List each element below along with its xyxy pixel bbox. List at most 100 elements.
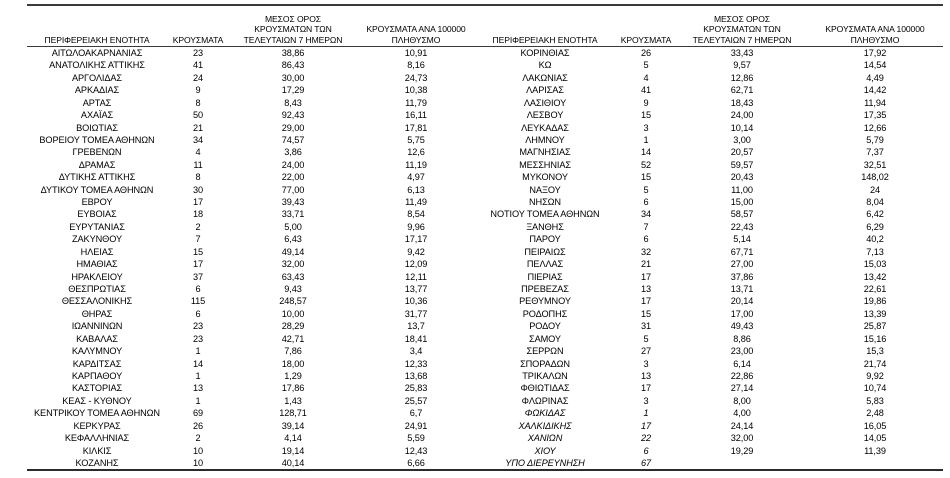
cases-cell: 3 (643, 395, 649, 406)
cases-cell: 6 (195, 284, 201, 295)
avg7-cell: 9,57 (733, 60, 751, 71)
cases-cell: 21 (192, 122, 204, 133)
region-cell: ΒΟΡΕΙΟΥ ΤΟΜΕΑ ΑΘΗΝΩΝ (39, 134, 155, 145)
region-cell: ΚΕΝΤΡΙΚΟΥ ΤΟΜΕΑ ΑΘΗΝΩΝ (34, 408, 160, 419)
cases-cell: 9 (643, 97, 649, 108)
region-cell: ΑΝΑΤΟΛΙΚΗΣ ΑΤΤΙΚΗΣ (49, 60, 145, 71)
region-cell: ΗΛΕΙΑΣ (80, 246, 114, 257)
table-row: ΔΥΤΙΚΗΣ ΑΤΤΙΚΗΣ 8 22,00 4,97 ΜΥΚΟΝΟΥ 15 20,43 1… (27, 171, 943, 183)
cases-cell: 11 (193, 159, 203, 170)
region-cell: ΚΑΡΔΙΤΣΑΣ (72, 358, 122, 369)
region-cell: ΕΥΒΟΙΑΣ (77, 209, 117, 220)
table-row: ΘΕΣΠΡΩΤΙΑΣ 6 9,43 13,77 ΠΡΕΒΕΖΑΣ 13 13,71 22,61 (27, 283, 943, 295)
table-row: ΖΑΚΥΝΘΟΥ 7 6,43 17,17 ΠΑΡΟΥ 6 5,14 40,2 (27, 233, 943, 245)
avg7-cell: 39,43 (281, 197, 305, 208)
cases-cell: 13 (640, 284, 652, 295)
cases-cell: 2 (195, 433, 201, 444)
region-cell: ΣΕΡΡΩΝ (526, 346, 564, 357)
cases-cell: 10 (192, 445, 204, 456)
cases-cell: 13 (640, 370, 652, 381)
cases-cell: 50 (192, 110, 204, 121)
region-cell: ΞΑΝΘΗΣ (526, 221, 564, 232)
region-cell: ΖΑΚΥΝΘΟΥ (72, 234, 122, 245)
avg7-cell: 5,14 (733, 234, 751, 245)
avg7-cell: 24,14 (730, 420, 754, 431)
per100k-cell: 15,3 (866, 346, 884, 357)
avg7-cell: 22,86 (730, 370, 754, 381)
per100k-cell: 10,38 (404, 85, 428, 96)
cases-cell: 13 (192, 383, 204, 394)
per100k-cell: 24,91 (404, 420, 428, 431)
per100k-cell: 32,51 (863, 159, 887, 170)
cases-cell: 32 (640, 246, 652, 257)
table-row: ΔΥΤΙΚΟΥ ΤΟΜΕΑ ΑΘΗΝΩΝ 30 77,00 6,13 ΝΑΞΟΥ 5 11,… (27, 184, 943, 196)
header-line: ΠΛΗΘΥΣΜΟ (850, 34, 900, 45)
cases-cell: 21 (640, 259, 652, 270)
per100k-cell: 148,02 (861, 172, 889, 183)
region-cell: ΠΡΕΒΕΖΑΣ (521, 284, 569, 295)
per100k-cell: 7,13 (866, 246, 884, 257)
table-row: ΗΡΑΚΛΕΙΟΥ 37 63,43 12,11 ΠΙΕΡΙΑΣ 17 37,86 13,42 (27, 271, 943, 283)
avg7-cell: 8,43 (284, 97, 302, 108)
header-per100k-left: ΚΡΟΥΣΜΑΤΑ ΑΝΑ 100000 ΠΛΗΘΥΣΜΟ (357, 5, 475, 47)
table-row: ΗΜΑΘΙΑΣ 17 32,00 12,09 ΠΕΛΛΑΣ 21 27,00 15,03 (27, 258, 943, 270)
avg7-cell: 42,71 (281, 333, 305, 344)
cases-cell: 17 (640, 296, 652, 307)
region-cell: ΣΠΟΡΑΔΩΝ (520, 358, 570, 369)
cases-cell: 5 (643, 60, 649, 71)
cases-cell: 7 (643, 221, 649, 232)
avg7-cell: 59,57 (730, 159, 754, 170)
per100k-cell: 6,7 (409, 408, 423, 419)
table-row: ΚΑΡΠΑΘΟΥ 1 1,29 13,68 ΤΡΙΚΑΛΩΝ 13 22,86 9,92 (27, 370, 943, 382)
region-cell: ΑΧΑΪΑΣ (80, 110, 114, 121)
header-line: ΤΕΛΕΥΤΑΙΩΝ 7 ΗΜΕΡΩΝ (692, 34, 792, 45)
avg7-cell: 62,71 (730, 85, 754, 96)
per100k-cell: 13,39 (863, 308, 887, 319)
region-cell: ΛΑΣΙΘΙΟΥ (523, 97, 567, 108)
header-region-right: ΠΕΡΙΦΕΡΕΙΑΚΗ ΕΝΟΤΗΤΑ (492, 34, 598, 45)
cases-cell: 27 (640, 346, 652, 357)
table-row: ΚΕΡΚΥΡΑΣ 26 39,14 24,91 ΧΑΛΚΙΔΙΚΗΣ 17 24,14 16,… (27, 420, 943, 432)
region-cell: ΚΩ (538, 60, 552, 71)
table-row: ΕΥΡΥΤΑΝΙΑΣ 2 5,00 9,96 ΞΑΝΘΗΣ 7 22,43 6,29 (27, 221, 943, 233)
region-cell: ΑΡΓΟΛΙΔΑΣ (71, 72, 123, 83)
avg7-cell: 17,86 (281, 383, 305, 394)
per100k-cell: 13,42 (863, 271, 887, 282)
table-row: ΘΗΡΑΣ 6 10,00 31,77 ΡΟΔΟΠΗΣ 15 17,00 13,39 (27, 308, 943, 320)
avg7-cell: 9,43 (284, 284, 302, 295)
avg7-cell: 22,00 (281, 172, 305, 183)
avg7-cell: 58,57 (730, 209, 754, 220)
cases-cell: 4 (195, 147, 201, 158)
cases-cell: 14 (640, 147, 652, 158)
region-cell: ΧΙΟΥ (534, 445, 556, 456)
table-row: ΚΙΛΚΙΣ 10 19,14 12,43 ΧΙΟΥ 6 19,29 11,39 (27, 445, 943, 457)
cases-cell: 7 (195, 234, 201, 245)
avg7-cell: 4,00 (733, 408, 751, 419)
table-row: ΑΙΤΩΛΟΑΚΑΡΝΑΝΙΑΣ 23 38,86 10,91 ΚΟΡΙΝΘΙΑΣ 26 3… (27, 47, 943, 60)
cases-cell: 9 (195, 85, 201, 96)
region-cell: ΜΥΚΟΝΟΥ (522, 172, 568, 183)
region-cell: ΚΕΦΑΛΛΗΝΙΑΣ (64, 433, 130, 444)
region-cell: ΛΕΣΒΟΥ (526, 110, 564, 121)
avg7-cell: 10,00 (281, 308, 305, 319)
per100k-cell: 15,03 (863, 259, 887, 270)
avg7-cell: 5,00 (284, 221, 302, 232)
region-cell: ΑΙΤΩΛΟΑΚΑΡΝΑΝΙΑΣ (51, 48, 143, 58)
avg7-cell: 29,00 (281, 122, 305, 133)
cases-cell: 18 (192, 209, 204, 220)
table-row: ΑΝΑΤΟΛΙΚΗΣ ΑΤΤΙΚΗΣ 41 86,43 8,16 ΚΩ 5 9,57 14,5… (27, 59, 943, 71)
per100k-cell: 25,57 (404, 395, 428, 406)
per100k-cell: 25,87 (863, 321, 887, 332)
avg7-cell: 38,86 (281, 48, 305, 58)
per100k-cell: 6,66 (407, 457, 425, 468)
avg7-cell: 27,00 (730, 259, 754, 270)
avg7-cell: 20,57 (730, 147, 754, 158)
per100k-cell: 10,91 (404, 48, 428, 58)
avg7-cell: 33,71 (281, 209, 305, 220)
cases-cell: 1 (195, 346, 201, 357)
region-cell: ΕΒΡΟΥ (81, 197, 113, 208)
table-row: ΒΟΡΕΙΟΥ ΤΟΜΕΑ ΑΘΗΝΩΝ 34 74,57 5,75 ΛΗΜΝΟΥ 1 3,… (27, 134, 943, 146)
header-region-left: ΠΕΡΙΦΕΡΕΙΑΚΗ ΕΝΟΤΗΤΑ (44, 34, 150, 45)
cases-cell: 2 (195, 221, 201, 232)
region-cell: ΓΡΕΒΕΝΩΝ (72, 147, 122, 158)
